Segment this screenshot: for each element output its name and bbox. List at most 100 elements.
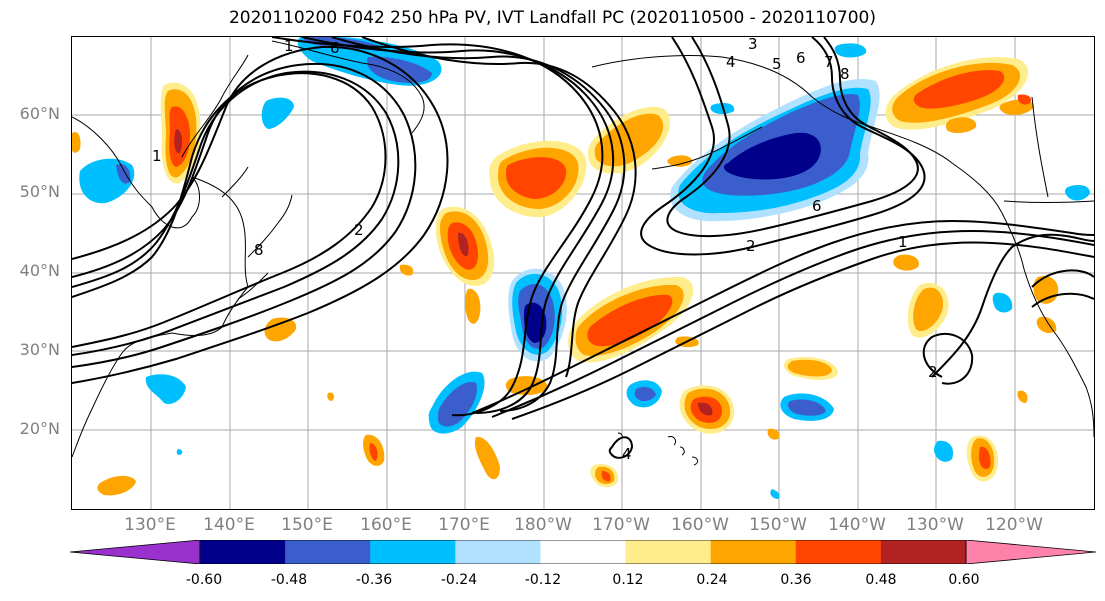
pv-contour-jet-1 [271, 37, 604, 417]
colorbar-tick-neg-036: -0.36 [355, 572, 393, 588]
colorbar-tick-012: 0.12 [612, 572, 644, 588]
colorbar-tick-024: 0.24 [696, 572, 728, 588]
colorbar [69, 539, 1097, 568]
pv-contour-trough-west-2 [72, 70, 400, 356]
contour-label-2c: 2 [928, 363, 938, 381]
anomaly-pos-160w [568, 276, 694, 363]
lon-label-150e: 150°E [281, 515, 333, 535]
colorbar-tick-060: 0.60 [948, 572, 980, 588]
pv-contour-east-loop [922, 332, 974, 385]
coast-kamchatka [181, 54, 249, 198]
pv-contour-trough-west-1 [72, 72, 387, 348]
colorbar-extend-low [69, 539, 201, 565]
pv-contour-subtropical-1 [471, 219, 1094, 414]
contour-label-5a: 5 [772, 55, 782, 73]
pv-contour-cutoff [1031, 269, 1094, 308]
coast-hawaii [617, 432, 699, 466]
lon-label-120w: 120°W [985, 515, 1043, 535]
contour-label-1b: 1 [898, 233, 908, 251]
anomaly-pos-kamchatka [160, 82, 201, 184]
coast-japan [237, 194, 293, 300]
lon-label-160e: 160°E [360, 515, 412, 535]
map-panel: 1 6 8 2 4 3 5 6 7 8 6 2 1 2 4 1 [71, 36, 1095, 510]
map-title: 2020110200 F042 250 hPa PV, IVT Landfall… [228, 8, 876, 28]
pv-contour-subtropical-2 [491, 229, 1094, 418]
lon-label-170e: 170°E [438, 515, 490, 535]
positive-anomalies [72, 57, 1059, 496]
contour-label-4a: 4 [726, 53, 736, 71]
anomaly-pos-170e [435, 206, 495, 286]
contour-label-7a: 7 [824, 53, 834, 71]
lon-label-130e: 130°E [124, 515, 176, 535]
contour-label-4b: 4 [622, 445, 632, 463]
anomaly-neg-small [145, 43, 1090, 499]
pv-contour-jet-3 [331, 37, 626, 412]
contour-label-1a: 1 [284, 37, 294, 55]
contour-labels: 1 6 8 2 4 3 5 6 7 8 6 2 1 2 4 1 [152, 37, 938, 463]
lon-label-140w: 140°W [828, 515, 886, 535]
anomaly-pos-aleutian-west [489, 140, 587, 218]
colorbar-cell [200, 540, 286, 564]
contour-label-3a: 3 [748, 37, 758, 53]
colorbar-tick-neg-048: -0.48 [270, 572, 308, 588]
anomaly-pos-small [72, 94, 1059, 496]
lon-label-160w: 160°W [671, 515, 729, 535]
colorbar-svg [69, 539, 1097, 565]
lat-label-60n: 60°N [19, 104, 60, 123]
coast-asia-east [72, 116, 249, 458]
negative-anomalies [79, 37, 1090, 499]
coast-alaska [591, 54, 1003, 214]
map-canvas: 1 6 8 2 4 3 5 6 7 8 6 2 1 2 4 1 [72, 37, 1094, 509]
pv-contour-trough-west-3 [72, 62, 417, 368]
coast-north-america [1001, 212, 1094, 438]
contour-label-6b: 6 [796, 49, 806, 67]
anomaly-neg-alaska [670, 79, 880, 222]
colorbar-cell [710, 540, 797, 564]
pv-contour-jet-4 [361, 37, 637, 378]
lat-label-40n: 40°N [19, 261, 60, 280]
lon-label-170w: 170°W [592, 515, 650, 535]
colorbar-extend-high [965, 539, 1097, 565]
lon-label-130w: 130°W [906, 515, 964, 535]
colorbar-cell [285, 540, 371, 564]
coast-siberia [271, 40, 425, 134]
coast-canada-border [1003, 96, 1094, 203]
contour-label-8b: 8 [840, 65, 850, 83]
coastlines [72, 40, 1094, 466]
colorbar-cell [370, 540, 456, 564]
lat-label-20n: 20°N [19, 419, 60, 438]
contour-label-6c: 6 [812, 197, 822, 215]
colorbar-cell [795, 540, 882, 564]
colorbar-tick-neg-060: -0.60 [185, 572, 223, 588]
contour-label-2a: 2 [354, 221, 364, 239]
pv-contour-jet-2 [301, 37, 614, 414]
anomaly-neg-kuroshio-west [79, 158, 135, 204]
anomaly-neg-subtropical [428, 371, 485, 434]
pv-contours [72, 37, 1094, 459]
colorbar-tick-036: 0.36 [780, 572, 812, 588]
lat-label-30n: 30°N [19, 340, 60, 359]
anomaly-pos-hawaii [679, 385, 735, 434]
pv-contour-subtropical-3 [511, 241, 1094, 420]
contour-label-8a: 8 [254, 241, 264, 259]
colorbar-cells [69, 539, 1097, 565]
colorbar-cell [880, 540, 967, 564]
anomaly-pos-aleutian-east [587, 106, 671, 174]
colorbar-cell [625, 540, 712, 564]
pv-contour-hawaii-small [608, 436, 634, 459]
pv-contour-east-trough [931, 233, 1094, 378]
colorbar-tick-neg-012: -0.12 [524, 572, 562, 588]
colorbar-tick-048: 0.48 [865, 572, 897, 588]
colorbar-cell [455, 540, 541, 564]
contour-label-2b: 2 [746, 237, 756, 255]
lon-label-150w: 150°W [749, 515, 807, 535]
lon-label-180w: 180°W [514, 515, 572, 535]
lon-label-140e: 140°E [203, 515, 255, 535]
pv-contour-alaska-loop-1 [640, 37, 926, 256]
colorbar-tick-neg-024: -0.24 [440, 572, 478, 588]
pv-contour-ridge [72, 45, 449, 384]
lat-label-50n: 50°N [19, 182, 60, 201]
anomaly-pos-gulf-alaska [885, 57, 1029, 130]
contour-label-1c: 1 [152, 147, 162, 165]
contour-label-6a: 6 [330, 39, 340, 57]
